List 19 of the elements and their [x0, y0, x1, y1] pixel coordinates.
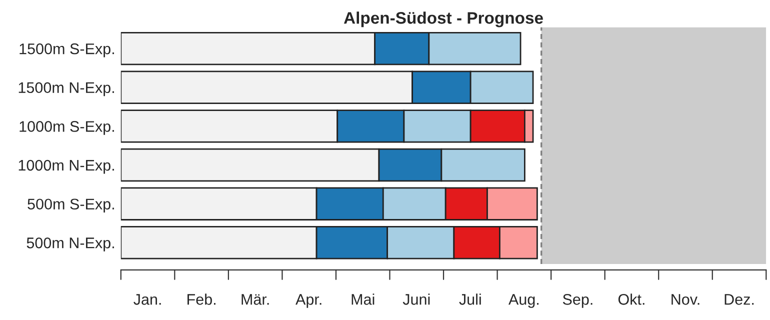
text: Juli — [459, 294, 481, 305]
chart-title: Alpen-Südost - Prognose — [344, 12, 543, 28]
y-tick-label: 1500m S-Exp. — [20, 43, 114, 58]
text: Aug. — [508, 294, 538, 308]
text: Sep. — [562, 294, 592, 308]
y-tick-label: 500m S-Exp. — [28, 198, 114, 213]
text: Mär. — [242, 294, 269, 305]
text: Nov. — [672, 294, 700, 305]
text: Feb. — [188, 294, 216, 305]
text: Juni — [402, 294, 430, 305]
text: Dez. — [724, 294, 754, 305]
text: Mai — [352, 294, 374, 305]
text: Apr. — [296, 294, 322, 308]
y-tick-label: 1500m N-Exp. — [18, 82, 114, 96]
text: Jan. — [134, 294, 161, 305]
y-tick-label: 1000m N-Exp. — [18, 160, 114, 174]
y-tick-label: 500m N-Exp. — [26, 238, 114, 252]
y-tick-label: 1000m S-Exp. — [20, 121, 114, 135]
text: Okt. — [618, 294, 644, 305]
